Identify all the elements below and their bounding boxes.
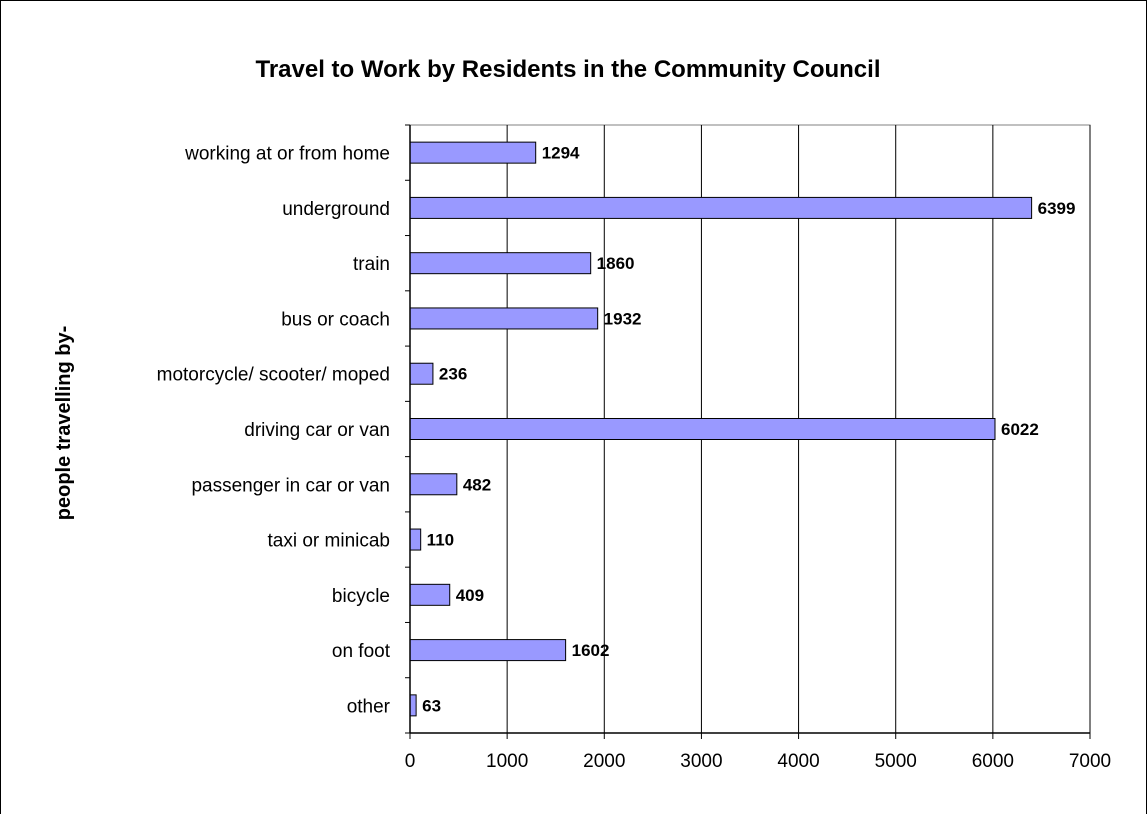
category-label: working at or from home xyxy=(184,144,390,165)
category-label: bicycle xyxy=(332,586,390,607)
bar xyxy=(409,362,434,385)
x-tick-label: 5000 xyxy=(875,751,917,772)
category-label: other xyxy=(347,696,391,717)
category-labels: working at or from home underground train b… xyxy=(157,144,391,718)
category-label: train xyxy=(353,254,390,275)
bar xyxy=(409,694,417,717)
x-tick-label: 6000 xyxy=(972,751,1014,772)
data-label: 6022 xyxy=(1001,420,1039,439)
category-label: on foot xyxy=(332,641,391,662)
data-label: 1294 xyxy=(542,144,580,163)
x-tick-label: 4000 xyxy=(777,751,819,772)
data-label: 110 xyxy=(427,531,454,550)
axes xyxy=(405,124,1091,739)
data-label: 1860 xyxy=(597,254,635,273)
bar xyxy=(409,473,458,496)
x-tick-label: 3000 xyxy=(680,751,722,772)
category-label: passenger in car or van xyxy=(191,475,390,496)
x-tick-label: 7000 xyxy=(1069,751,1111,772)
bar xyxy=(409,307,599,330)
x-tick-label: 0 xyxy=(405,751,416,772)
category-label: bus or coach xyxy=(281,309,390,330)
bar xyxy=(409,528,422,551)
data-label: 63 xyxy=(422,696,441,715)
x-tick-label: 1000 xyxy=(486,751,528,772)
x-tick-label: 2000 xyxy=(583,751,625,772)
bar xyxy=(409,583,451,606)
data-label: 1602 xyxy=(572,641,610,660)
chart-title: Travel to Work by Residents in the Commu… xyxy=(256,56,881,83)
x-tick-labels: 0 1000 2000 3000 4000 5000 6000 7000 xyxy=(405,751,1111,772)
bar xyxy=(409,141,537,164)
data-label: 236 xyxy=(439,365,467,384)
data-label: 482 xyxy=(463,475,491,494)
data-label: 6399 xyxy=(1038,199,1076,218)
category-label: taxi or minicab xyxy=(268,531,391,552)
category-label: driving car or van xyxy=(244,420,390,441)
bar xyxy=(409,417,996,441)
y-axis-label: people travelling by- xyxy=(53,326,75,520)
category-label: underground xyxy=(282,199,390,220)
category-label: motorcycle/ scooter/ moped xyxy=(157,365,390,386)
data-labels: 1294 6399 1860 1932 236 6022 482 110 409 1602 63 xyxy=(422,144,1075,716)
data-label: 409 xyxy=(456,586,484,605)
bar xyxy=(409,252,592,275)
bar xyxy=(409,639,567,662)
data-label: 1932 xyxy=(604,309,642,328)
bars xyxy=(409,141,1033,717)
bar xyxy=(409,196,1033,219)
